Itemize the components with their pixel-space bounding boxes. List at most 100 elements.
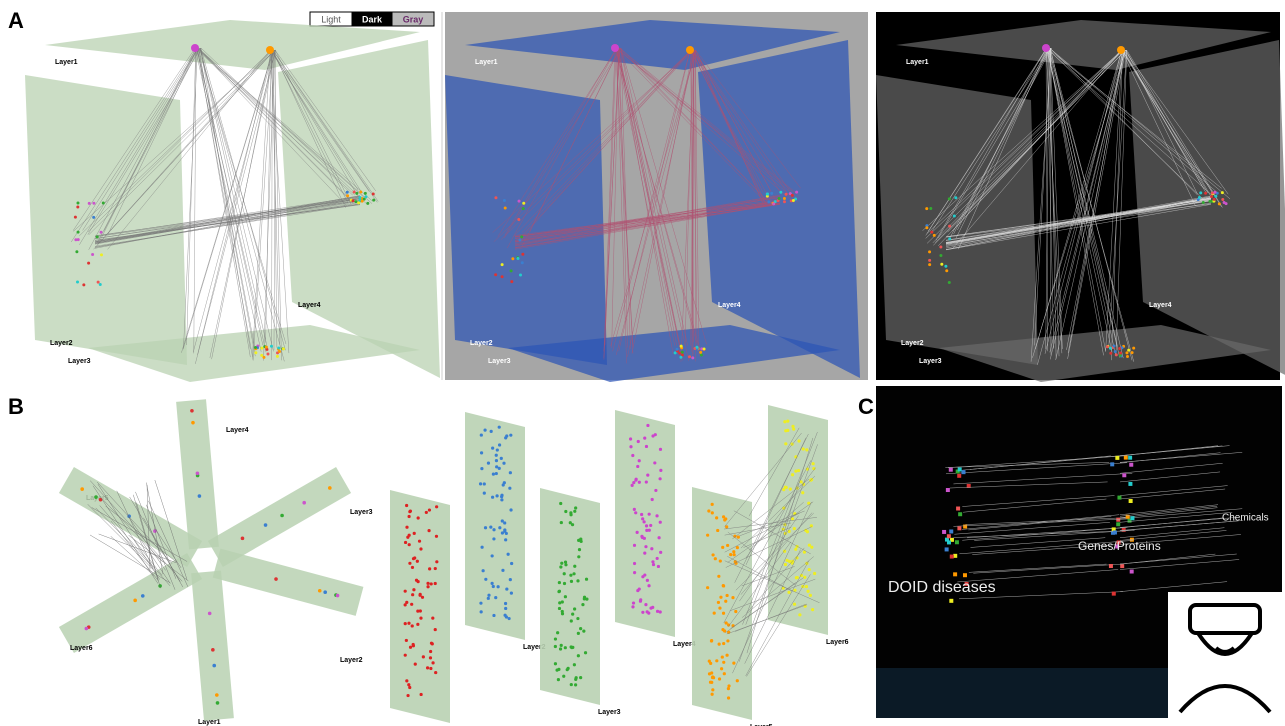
edge xyxy=(181,49,274,353)
node xyxy=(804,584,809,589)
node xyxy=(302,500,306,505)
edge xyxy=(1045,47,1050,350)
layer-label: Layer1 xyxy=(55,59,78,66)
edge xyxy=(103,47,200,231)
edge xyxy=(94,200,361,248)
node xyxy=(404,638,408,643)
edge xyxy=(619,47,799,203)
hub-node xyxy=(1117,46,1125,54)
node xyxy=(419,692,423,697)
node xyxy=(508,471,512,475)
edge xyxy=(90,480,183,582)
edge xyxy=(87,47,202,235)
edge xyxy=(945,195,1212,244)
node xyxy=(807,567,811,572)
edge xyxy=(154,479,188,580)
node xyxy=(494,459,499,463)
node xyxy=(958,512,963,517)
node xyxy=(507,616,511,621)
button-label[interactable]: Light xyxy=(321,14,341,24)
node xyxy=(644,444,649,449)
node xyxy=(784,442,788,446)
edge xyxy=(954,522,1110,535)
node xyxy=(634,511,638,515)
node xyxy=(718,606,722,610)
edge xyxy=(73,47,196,231)
node xyxy=(794,547,798,551)
node xyxy=(644,545,648,549)
node xyxy=(647,528,651,532)
node xyxy=(424,510,428,515)
hub-node xyxy=(266,46,274,54)
node xyxy=(811,608,815,612)
node xyxy=(556,678,560,682)
node xyxy=(925,224,929,228)
node xyxy=(492,537,496,541)
node xyxy=(632,480,636,485)
node xyxy=(651,562,656,567)
node xyxy=(1217,202,1221,206)
node xyxy=(721,545,725,549)
node xyxy=(352,190,356,194)
node xyxy=(707,672,712,676)
node xyxy=(720,655,724,659)
node xyxy=(431,616,435,620)
edge xyxy=(1121,49,1196,206)
node xyxy=(649,523,653,528)
node xyxy=(1199,191,1203,195)
node xyxy=(795,190,799,194)
node xyxy=(509,269,513,273)
edge xyxy=(953,530,1135,538)
node xyxy=(809,477,814,482)
node xyxy=(1108,564,1113,569)
node xyxy=(407,543,411,547)
gray-button[interactable] xyxy=(391,11,435,27)
node xyxy=(74,238,78,242)
node xyxy=(948,467,953,472)
node xyxy=(631,453,635,458)
node xyxy=(1129,462,1134,467)
button-label[interactable]: Gray xyxy=(403,14,424,24)
edge xyxy=(968,563,1107,573)
button-label[interactable]: Dark xyxy=(362,14,383,24)
edge xyxy=(692,49,698,344)
layer-plane xyxy=(692,487,752,720)
node xyxy=(1120,564,1125,569)
edge xyxy=(514,204,781,244)
edge xyxy=(1037,49,1124,365)
edge xyxy=(146,484,151,570)
node xyxy=(415,559,419,563)
edge xyxy=(615,47,796,195)
edge xyxy=(1032,49,1126,358)
node xyxy=(1210,191,1214,195)
node xyxy=(653,433,657,437)
layer-label: Layer2 xyxy=(901,340,924,347)
node xyxy=(1220,191,1224,195)
node xyxy=(790,473,795,477)
node xyxy=(425,666,430,670)
node xyxy=(719,595,723,599)
node xyxy=(695,345,699,349)
node xyxy=(553,637,558,641)
node xyxy=(946,540,951,545)
node xyxy=(372,198,376,202)
node xyxy=(1215,191,1219,195)
edge xyxy=(197,47,373,204)
node xyxy=(649,606,653,610)
node xyxy=(797,439,801,443)
node xyxy=(76,201,80,205)
node xyxy=(570,523,575,527)
node xyxy=(520,261,524,265)
layer-plane xyxy=(88,325,420,382)
node xyxy=(1115,544,1120,549)
node xyxy=(500,519,504,523)
node xyxy=(691,356,695,360)
node xyxy=(421,655,425,659)
node xyxy=(197,494,202,498)
edge xyxy=(1046,47,1204,200)
node xyxy=(807,501,811,505)
node xyxy=(628,437,633,441)
node xyxy=(1222,200,1226,204)
node xyxy=(794,576,798,580)
edge xyxy=(617,47,674,355)
